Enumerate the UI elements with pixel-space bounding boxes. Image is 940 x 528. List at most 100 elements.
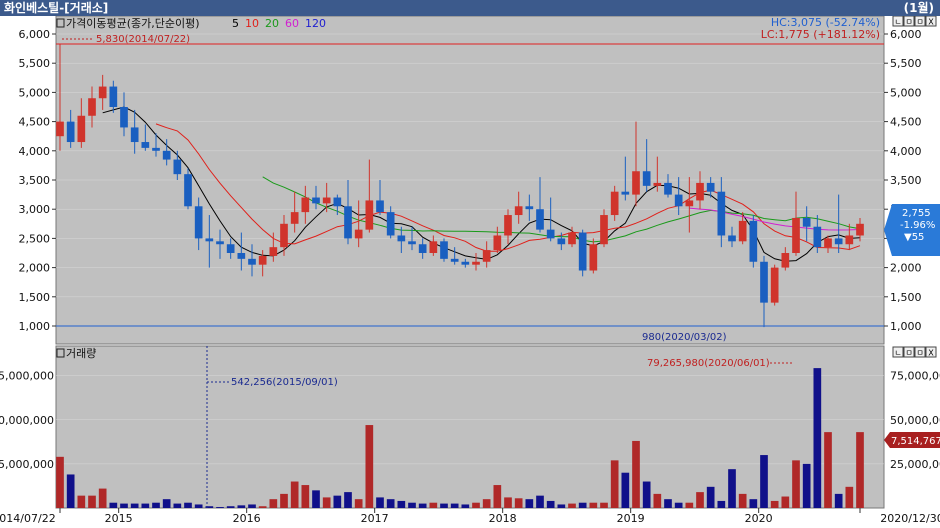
candle-body: [429, 241, 438, 253]
candle: [856, 217, 864, 242]
volume-bar: [856, 432, 864, 508]
current-price: 2,755: [902, 208, 931, 219]
x-tick-label: 2015: [105, 512, 133, 525]
volume-bar: [109, 502, 118, 508]
candle: [312, 185, 320, 210]
volume-axis-right: 75,000,000 50,000,000 25,000,000: [890, 370, 940, 471]
candle: [557, 232, 566, 251]
volume-tick-label: 25,000,000: [0, 458, 54, 471]
candle: [162, 139, 171, 166]
price-grid: [56, 33, 884, 327]
candle-body: [546, 229, 555, 239]
panel-button-label: ㅁ: [916, 18, 923, 27]
lc-label: LC:1,775 (+181.12%): [761, 28, 880, 41]
price-tick-label: 1,000: [19, 320, 51, 333]
panel-button[interactable]: ㅁ: [903, 346, 915, 358]
volume-bar: [781, 496, 790, 508]
panel-button-frame: [914, 16, 926, 27]
volume-bar: [845, 486, 854, 508]
volume-axis-left: 75,000,000 50,000,000 25,000,000: [0, 348, 884, 471]
volume-bar: [333, 495, 342, 508]
candle-body: [802, 217, 811, 227]
candle: [674, 177, 683, 216]
candle-body: [770, 267, 779, 303]
candle-body: [760, 261, 768, 303]
panel-button[interactable]: ㄴ: [892, 346, 904, 358]
volume-bar: [674, 502, 683, 508]
current-change: -1.96%: [900, 220, 935, 231]
volume-bar: [77, 495, 86, 508]
candle-body: [205, 238, 214, 242]
candle-body: [216, 241, 224, 245]
panel-button[interactable]: ㅁ: [914, 346, 926, 358]
volume-bar: [269, 499, 278, 508]
volume-bar: [365, 425, 374, 508]
candle: [248, 244, 256, 277]
candle: [130, 109, 139, 154]
candle-body: [642, 171, 651, 186]
low-annotation: 980(2020/03/02): [642, 332, 727, 343]
volume-bar: [322, 497, 331, 508]
price-tick-label: 5,500: [19, 57, 51, 70]
volume-bar: [770, 500, 779, 508]
candle-body: [653, 182, 662, 186]
x-tick-label: 2014/07/22: [0, 512, 56, 525]
candle-body: [301, 197, 310, 213]
current-volume: 7,514,767: [891, 436, 940, 447]
candle: [365, 159, 374, 233]
candle: [600, 209, 608, 248]
candle: [429, 235, 438, 256]
candle: [66, 109, 75, 148]
stock-chart[interactable]: 6,000 5,500 5,000 4,500 4,000 3,500 3,000 2,500…: [0, 16, 940, 528]
candle: [493, 226, 502, 253]
volume-tick-label: 25,000,000: [890, 458, 940, 471]
candle: [568, 226, 576, 248]
volume-bar: [504, 497, 512, 508]
panel-button[interactable]: X: [925, 16, 937, 27]
candle: [184, 168, 192, 210]
volume-bar: [141, 503, 150, 508]
volume-bar: [344, 492, 352, 508]
current-volume-tag: 7,514,767: [884, 432, 940, 448]
candle: [386, 206, 395, 239]
candle: [88, 86, 96, 128]
candle-body: [408, 241, 416, 245]
volume-bar: [397, 500, 406, 508]
price-tick-label: 4,500: [890, 116, 922, 129]
panel-button-label: ㅁ: [916, 349, 923, 358]
panel-button[interactable]: ㅁ: [914, 16, 926, 27]
price-axis-right: 6,0005,5005,0004,5004,0003,5003,0002,500…: [884, 28, 922, 333]
candle-body: [525, 206, 534, 210]
candle-body: [621, 191, 630, 195]
candle-body: [269, 247, 278, 256]
candle-body: [98, 86, 107, 99]
price-tick-label: 4,000: [890, 145, 922, 158]
candle-body: [152, 147, 160, 151]
candle: [813, 215, 822, 253]
volume-bar: [600, 502, 608, 508]
panel-button[interactable]: ㄴ: [892, 16, 904, 27]
candle: [322, 182, 331, 213]
panel-button-label: X: [928, 18, 934, 27]
candle: [344, 180, 352, 245]
volume-bar: [653, 493, 662, 508]
candle-body: [589, 244, 598, 271]
volume-bar: [738, 493, 747, 508]
panel-button[interactable]: X: [925, 346, 937, 358]
volume-bars: [56, 368, 864, 508]
volume-bar: [792, 460, 800, 508]
volume-bar: [610, 460, 619, 508]
high-annotation: 5,830(2014/07/22): [96, 34, 190, 45]
volume-bar: [760, 455, 768, 508]
candle: [290, 191, 299, 233]
volume-bar: [130, 503, 139, 508]
candles: [56, 43, 864, 328]
candle: [237, 232, 246, 271]
candle: [610, 185, 619, 221]
volume-peak-annotation: 79,265,980(2020/06/01): [647, 358, 770, 369]
price-axis-left: 6,000 5,500 5,000 4,500 4,000 3,500 3,000 2,500…: [19, 28, 56, 333]
candle: [642, 139, 651, 192]
panel-button[interactable]: ㅁ: [903, 16, 915, 27]
